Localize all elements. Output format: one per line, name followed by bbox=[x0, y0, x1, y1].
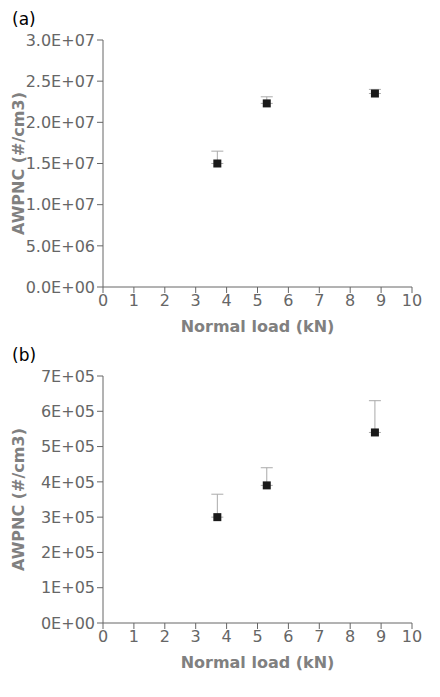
svg-text:6E+05: 6E+05 bbox=[41, 402, 95, 421]
svg-text:9: 9 bbox=[376, 291, 386, 310]
svg-text:3.0E+07: 3.0E+07 bbox=[26, 31, 95, 50]
svg-text:AWPNC (#/cm3): AWPNC (#/cm3) bbox=[9, 428, 28, 571]
svg-text:1: 1 bbox=[129, 627, 139, 646]
svg-text:2E+05: 2E+05 bbox=[41, 543, 95, 562]
svg-text:1.0E+07: 1.0E+07 bbox=[26, 195, 95, 214]
svg-text:7: 7 bbox=[314, 627, 324, 646]
svg-text:10: 10 bbox=[402, 291, 422, 310]
svg-text:0: 0 bbox=[98, 627, 108, 646]
svg-text:10: 10 bbox=[402, 627, 422, 646]
svg-text:3E+05: 3E+05 bbox=[41, 508, 95, 527]
svg-text:4: 4 bbox=[222, 291, 232, 310]
svg-text:4E+05: 4E+05 bbox=[41, 473, 95, 492]
html-text:(b): (b) bbox=[12, 345, 37, 365]
svg-text:3: 3 bbox=[191, 291, 201, 310]
svg-text:2.5E+07: 2.5E+07 bbox=[26, 72, 95, 91]
svg-text:8: 8 bbox=[345, 627, 355, 646]
svg-text:1: 1 bbox=[129, 291, 139, 310]
svg-text:3: 3 bbox=[191, 627, 201, 646]
svg-text:1.5E+07: 1.5E+07 bbox=[26, 154, 95, 173]
svg-text:2: 2 bbox=[160, 627, 170, 646]
svg-text:4: 4 bbox=[222, 627, 232, 646]
svg-text:1E+05: 1E+05 bbox=[41, 578, 95, 597]
svg-text:5E+05: 5E+05 bbox=[41, 437, 95, 456]
svg-text:2: 2 bbox=[160, 291, 170, 310]
svg-text:5: 5 bbox=[252, 291, 262, 310]
svg-text:9: 9 bbox=[376, 627, 386, 646]
svg-text:5.0E+06: 5.0E+06 bbox=[26, 237, 95, 256]
svg-text:2.0E+07: 2.0E+07 bbox=[26, 113, 95, 132]
svg-text:6: 6 bbox=[283, 291, 293, 310]
svg-text:0: 0 bbox=[98, 291, 108, 310]
svg-text:7E+05: 7E+05 bbox=[41, 367, 95, 386]
html-text:(a): (a) bbox=[12, 9, 36, 29]
svg-text:5: 5 bbox=[252, 627, 262, 646]
svg-text:8: 8 bbox=[345, 291, 355, 310]
svg-text:AWPNC (#/cm3): AWPNC (#/cm3) bbox=[9, 92, 28, 235]
svg-text:Normal load (kN): Normal load (kN) bbox=[181, 653, 335, 672]
svg-text:6: 6 bbox=[283, 627, 293, 646]
svg-text:Normal load (kN): Normal load (kN) bbox=[181, 317, 335, 336]
svg-text:7: 7 bbox=[314, 291, 324, 310]
svg-text:0E+00: 0E+00 bbox=[41, 614, 95, 633]
svg-text:0.0E+00: 0.0E+00 bbox=[26, 278, 95, 297]
